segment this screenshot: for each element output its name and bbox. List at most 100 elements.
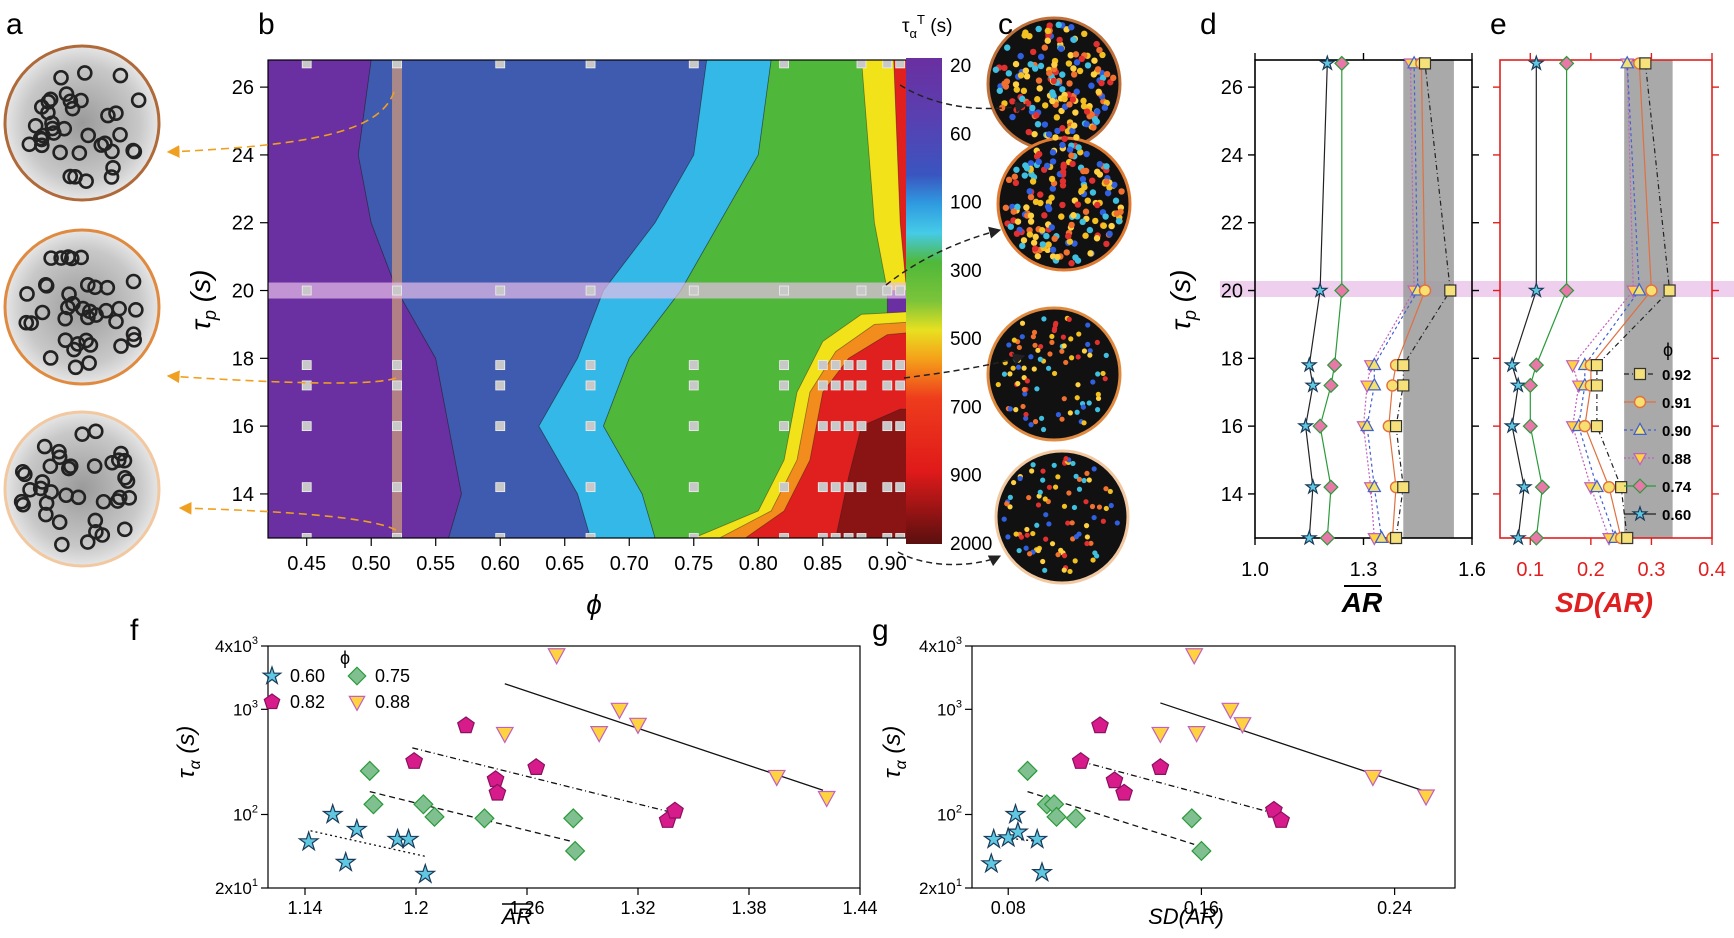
trajectory-dot (1059, 348, 1065, 354)
particle-ring (23, 315, 39, 331)
data-point-0.60 (297, 830, 320, 852)
fit-line-0.88 (1160, 702, 1427, 793)
panel-label-d: d (1200, 8, 1217, 41)
x-tick-label: 0.2 (1577, 559, 1605, 581)
trajectory-dot (1010, 365, 1016, 371)
trajectory-dot (1087, 352, 1093, 358)
trajectory-dot (1059, 177, 1067, 185)
particle-ring (58, 86, 75, 102)
particle-ring (62, 168, 79, 185)
trajectory-dot (1095, 88, 1102, 96)
trajectory-dot (1036, 85, 1043, 92)
particle-ring (17, 466, 33, 483)
trajectory-dot (1095, 391, 1101, 397)
trajectory-dot (996, 87, 1004, 94)
trajectory-dot (1094, 201, 1101, 209)
trajectory-dot (1022, 162, 1029, 169)
trajectory-dot (1038, 343, 1044, 350)
panel-label-g: g (872, 614, 889, 647)
trajectory-dot (1081, 184, 1088, 191)
trajectory-dot (1051, 462, 1057, 468)
data-point-0.74 (1522, 418, 1539, 434)
particle-ring (110, 452, 127, 468)
trajectory-dot (1068, 24, 1075, 31)
colorbar-label: 700 (950, 397, 982, 418)
trajectory-dot (1051, 370, 1058, 377)
measurement-point (817, 360, 828, 371)
trajectory-dot (1103, 240, 1110, 248)
colorbar-label: 20 (950, 56, 971, 77)
particle-ring (13, 493, 30, 510)
legend-label-0.90: 0.90 (1662, 423, 1691, 440)
colorbar-gradient (906, 58, 942, 544)
trajectory-dot (1043, 232, 1050, 240)
trajectory-dot (1086, 226, 1094, 234)
phi-highlight-band (392, 60, 403, 538)
y-tick-label: 4x103 (215, 635, 258, 656)
y-tick-label: 24 (1221, 145, 1243, 167)
trajectory-dot (1083, 499, 1089, 505)
trajectory-dot (1026, 551, 1033, 557)
trajectory-dot (1046, 22, 1053, 29)
measurement-point (830, 482, 841, 493)
trajectory-dot (1076, 67, 1084, 75)
measurement-point (495, 285, 506, 296)
trajectory-dot (1028, 422, 1034, 428)
trajectory-dot (1034, 96, 1041, 103)
particle-ring (67, 359, 84, 376)
data-point-0.60 (1318, 54, 1336, 71)
trajectory-dot (1095, 395, 1102, 402)
measurement-point (856, 380, 867, 391)
y-tick-label: 16 (1221, 416, 1243, 438)
trajectory-dot (1007, 371, 1013, 377)
legend-label-0.82: 0.82 (290, 692, 325, 712)
y-tick-label: 4x103 (919, 635, 962, 656)
y-tick-label: 18 (1221, 348, 1243, 370)
measurement-point (688, 285, 699, 296)
legend-label-0.88: 0.88 (375, 692, 410, 712)
trajectory-dot (1070, 36, 1078, 43)
x-tick-label: 0.80 (739, 553, 778, 575)
trajectory-dot (1058, 547, 1064, 553)
trajectory-dot (1083, 150, 1090, 158)
colorbar-label: 300 (950, 261, 982, 282)
data-point-0.82 (1151, 758, 1170, 775)
trajectory-dot (1061, 503, 1068, 509)
trajectory-dot (998, 104, 1006, 112)
trajectory-dot (1007, 494, 1013, 500)
x-tick-label: 0.65 (545, 553, 584, 575)
trajectory-dot (1035, 150, 1043, 158)
trajectory-dot (1094, 108, 1101, 116)
trajectory-dot (1027, 61, 1034, 68)
measurement-point (779, 285, 789, 296)
measurement-point (392, 285, 402, 296)
trajectory-dot (1040, 426, 1047, 433)
data-point-0.60 (345, 817, 368, 839)
trajectory-dot (1089, 503, 1096, 510)
data-point-0.75 (424, 806, 445, 828)
trajectory-dot (1038, 227, 1046, 234)
trajectory-dot (1023, 415, 1029, 421)
y-tick-label: 103 (937, 698, 962, 719)
measurement-point (585, 421, 596, 432)
data-point-0.75 (359, 760, 380, 782)
trajectory-dot (1072, 109, 1079, 116)
trajectory-dot (1031, 329, 1038, 335)
measurement-point (830, 421, 841, 432)
measurement-point (495, 421, 506, 432)
trajectory-dot (1090, 124, 1097, 131)
snapshot-c-4 (994, 449, 1130, 585)
measurement-point (856, 360, 867, 371)
measurement-point (585, 380, 596, 391)
legend-marker-0.60 (1631, 504, 1649, 522)
particle-ring (56, 120, 73, 137)
x-tick-label: 0.24 (1377, 898, 1412, 918)
data-point-0.92 (1615, 481, 1628, 494)
trajectory-dot (1048, 175, 1056, 183)
data-point-0.90 (1367, 377, 1382, 391)
trajectory-dot (1103, 486, 1109, 492)
tau-band-right (1220, 281, 1734, 297)
data-point-0.88 (1187, 726, 1206, 743)
trajectory-dot (1037, 356, 1043, 362)
